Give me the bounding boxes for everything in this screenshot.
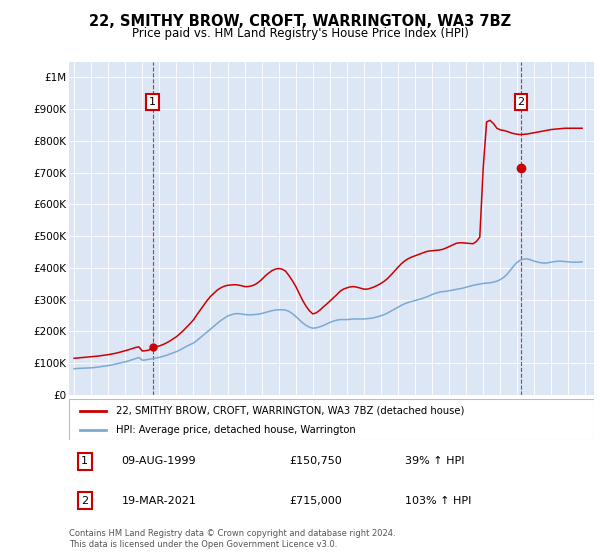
Text: 103% ↑ HPI: 103% ↑ HPI [405,496,472,506]
Text: Contains HM Land Registry data © Crown copyright and database right 2024.
This d: Contains HM Land Registry data © Crown c… [69,529,395,549]
Text: 2: 2 [517,97,524,108]
Text: 19-MAR-2021: 19-MAR-2021 [121,496,196,506]
Text: 22, SMITHY BROW, CROFT, WARRINGTON, WA3 7BZ (detached house): 22, SMITHY BROW, CROFT, WARRINGTON, WA3 … [116,405,464,416]
Text: £715,000: £715,000 [290,496,342,506]
Text: 09-AUG-1999: 09-AUG-1999 [121,456,196,466]
Text: Price paid vs. HM Land Registry's House Price Index (HPI): Price paid vs. HM Land Registry's House … [131,27,469,40]
Text: 1: 1 [81,456,88,466]
Text: 1: 1 [149,97,156,108]
Text: 2: 2 [81,496,88,506]
Text: £150,750: £150,750 [290,456,342,466]
Text: 22, SMITHY BROW, CROFT, WARRINGTON, WA3 7BZ: 22, SMITHY BROW, CROFT, WARRINGTON, WA3 … [89,14,511,29]
Text: HPI: Average price, detached house, Warrington: HPI: Average price, detached house, Warr… [116,424,356,435]
Text: 39% ↑ HPI: 39% ↑ HPI [405,456,464,466]
